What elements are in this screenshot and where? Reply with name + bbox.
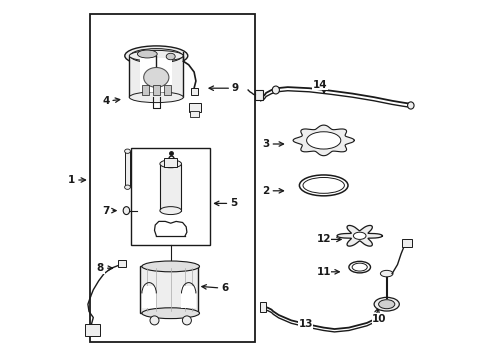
Bar [131,148,210,245]
Bar [259,302,265,312]
Text: 6: 6 [221,283,228,293]
Polygon shape [292,125,354,156]
Bar [85,324,101,336]
Ellipse shape [124,149,130,153]
Bar [190,111,199,117]
Ellipse shape [182,316,191,325]
Text: 1: 1 [68,175,75,185]
Bar [118,260,126,267]
Text: 5: 5 [230,198,237,208]
Bar [142,286,156,308]
Polygon shape [336,225,382,246]
Ellipse shape [353,232,365,239]
Ellipse shape [142,261,199,272]
Text: 13: 13 [298,319,312,329]
Text: 7: 7 [102,206,109,216]
Bar [164,158,177,167]
Ellipse shape [378,300,394,309]
Ellipse shape [166,53,175,60]
Ellipse shape [303,177,344,193]
Ellipse shape [124,46,187,66]
Ellipse shape [129,50,183,61]
Text: 8: 8 [97,263,104,273]
Ellipse shape [137,50,157,58]
Ellipse shape [150,316,159,325]
Ellipse shape [142,308,199,319]
Ellipse shape [351,263,366,271]
Bar [129,56,183,97]
Ellipse shape [130,49,182,63]
Ellipse shape [123,207,129,215]
Bar [89,14,255,342]
Text: 12: 12 [316,234,330,244]
Ellipse shape [124,185,130,189]
Ellipse shape [129,92,183,103]
Bar [152,85,160,95]
Ellipse shape [160,160,181,168]
Ellipse shape [348,261,370,273]
Text: 3: 3 [262,139,269,149]
Text: 11: 11 [316,267,330,277]
Ellipse shape [143,68,168,87]
Ellipse shape [160,207,181,215]
Ellipse shape [299,175,347,196]
Text: 9: 9 [231,83,239,93]
Ellipse shape [380,270,392,277]
Text: 14: 14 [312,80,327,90]
Bar [188,103,201,112]
Bar [140,58,172,92]
Bar [142,85,149,95]
Ellipse shape [376,316,382,323]
Ellipse shape [373,297,399,311]
Bar [191,88,198,95]
Ellipse shape [306,132,340,149]
Bar [163,85,170,95]
Ellipse shape [272,86,279,94]
Bar [255,90,263,100]
Text: 10: 10 [371,314,386,324]
Bar [140,266,197,313]
Bar [124,151,130,187]
Bar [401,239,411,247]
Bar [181,286,196,308]
Text: 2: 2 [262,186,269,196]
Bar [160,164,181,211]
Text: 4: 4 [102,96,109,106]
Ellipse shape [407,102,413,109]
